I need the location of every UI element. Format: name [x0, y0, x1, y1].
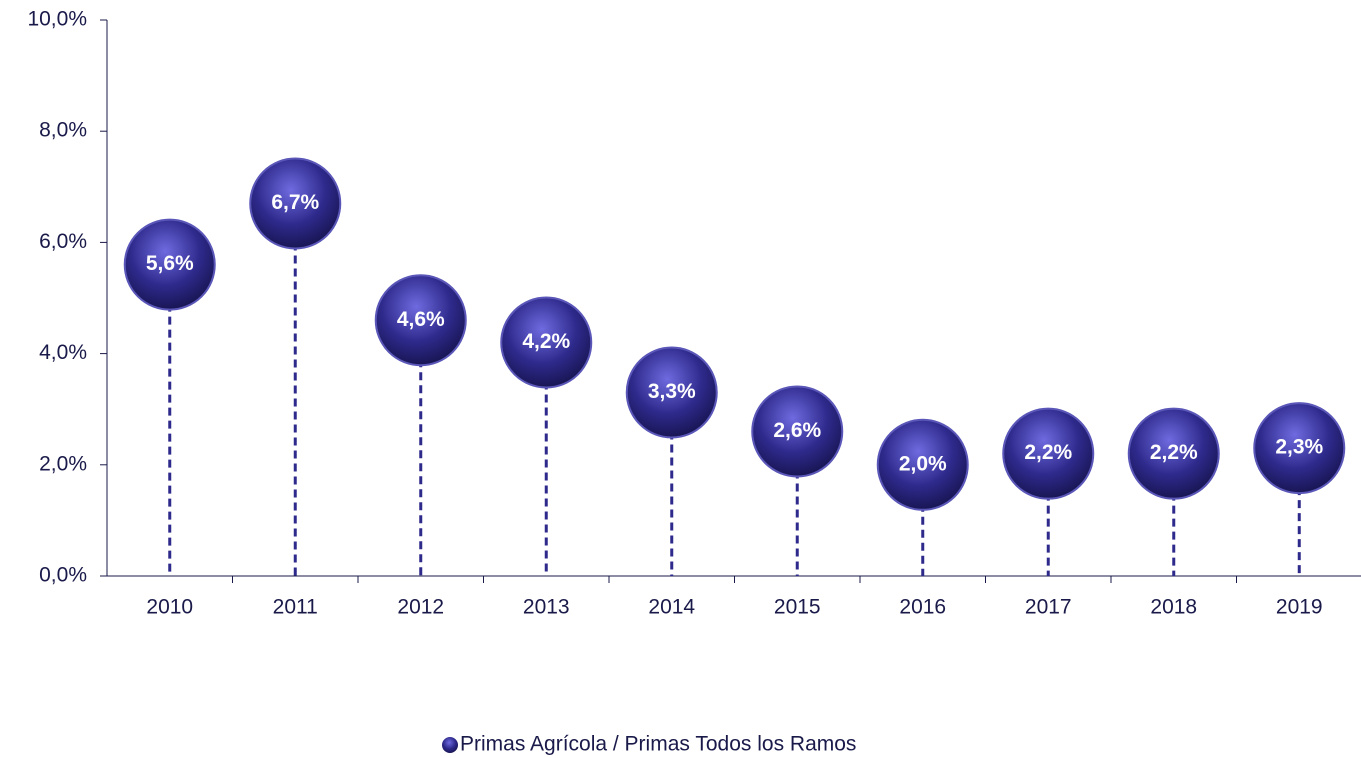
- x-tick-label: 2012: [397, 596, 444, 619]
- bubble: [1253, 402, 1346, 495]
- y-tick-label: 10,0%: [27, 8, 87, 31]
- x-tick-label: 2018: [1150, 596, 1197, 619]
- bubble: [625, 346, 718, 439]
- y-tick-label: 4,0%: [39, 341, 87, 364]
- bubble: [1127, 407, 1220, 500]
- y-tick-label: 0,0%: [39, 564, 87, 587]
- y-tick-label: 8,0%: [39, 119, 87, 142]
- data-label: 2,6%: [773, 419, 821, 442]
- legend-marker: [442, 737, 458, 753]
- x-tick-label: 2014: [648, 596, 695, 619]
- data-label: 2,3%: [1275, 436, 1323, 459]
- bubble: [249, 157, 342, 250]
- bubble: [876, 418, 969, 511]
- data-label: 4,2%: [522, 330, 570, 353]
- y-tick-label: 2,0%: [39, 452, 87, 475]
- x-tick-label: 2017: [1025, 596, 1072, 619]
- x-tick-label: 2010: [146, 596, 193, 619]
- x-tick-label: 2013: [523, 596, 570, 619]
- data-label: 2,2%: [1024, 441, 1072, 464]
- data-label: 2,0%: [899, 452, 947, 475]
- x-tick-label: 2019: [1276, 596, 1323, 619]
- data-label: 6,7%: [271, 191, 319, 214]
- x-tick-label: 2016: [899, 596, 946, 619]
- bubble: [374, 274, 467, 367]
- legend-label: Primas Agrícola / Primas Todos los Ramos: [460, 733, 856, 756]
- data-label: 2,2%: [1150, 441, 1198, 464]
- data-label: 4,6%: [397, 308, 445, 331]
- bubble: [500, 296, 593, 389]
- y-tick-label: 6,0%: [39, 230, 87, 253]
- x-tick-label: 2011: [273, 596, 318, 619]
- bubble: [1002, 407, 1095, 500]
- bubble: [123, 218, 216, 311]
- data-label: 3,3%: [648, 380, 696, 403]
- x-tick-label: 2015: [774, 596, 821, 619]
- bubble: [751, 385, 844, 478]
- data-label: 5,6%: [146, 252, 194, 275]
